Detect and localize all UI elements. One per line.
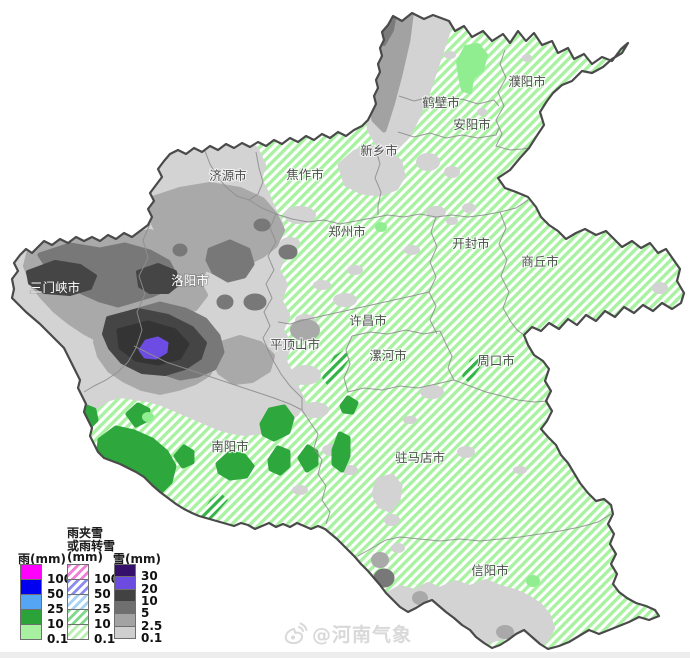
precip-fields [12,13,668,649]
snow-swatch-0.1: 0.1 [114,625,162,645]
rain-tick-label: 0.1 [47,632,69,646]
rain-patches [71,395,359,503]
city-label-xuchang: 许昌市 [349,313,387,328]
weibo-icon [284,622,308,644]
city-label-pingdingshan: 平顶山市 [270,337,320,352]
rain-swatch-100: 100 [20,564,72,586]
city-label-kaifeng: 开封市 [452,236,490,251]
snow-purple-core [138,336,169,360]
snow-tick-label: 30 [141,569,158,584]
snow-swatch-20: 20 [114,576,158,596]
city-label-jiyuan: 济源市 [209,168,247,183]
sleet-tick-label: 100 [94,572,120,586]
snow-tick-label: 20 [141,581,158,596]
city-label-jiaozuo: 焦作市 [286,167,324,182]
legend-scale-sleet: 100 50 25 10 0.1 [67,564,119,646]
city-label-zhoukou: 周口市 [477,353,515,368]
city-label-sanmenxia: 三门峡市 [30,280,80,295]
bottom-border [0,652,690,658]
rain-tick-label: 50 [47,587,64,601]
city-label-xinxiang: 新乡市 [360,143,398,158]
sleet-swatch-100: 100 [67,564,119,586]
legend-scale-snow: 30 20 10 5 2.5 0.1 [114,564,162,645]
sleet-swatch-25: 25 [67,594,111,616]
snow-swatch-2.5: 2.5 [114,613,162,633]
city-label-puyang: 濮阳市 [508,74,546,89]
sleet-heavier-patches [200,350,484,522]
sleet-swatch-0.1: 0.1 [67,624,115,646]
city-label-hebi: 鹤壁市 [422,95,460,110]
sleet-tick-label: 25 [94,602,111,616]
city-label-zhumadian: 驻马店市 [395,450,445,465]
city-label-xinyang: 信阳市 [471,563,509,578]
city-label-nanyang: 南阳市 [211,439,249,454]
city-label-luohe: 漯河市 [369,348,407,363]
rain-tick-label: 25 [47,602,64,616]
city-labels: 濮阳市 鹤壁市 安阳市 新乡市 济源市 焦作市 郑州市 开封市 商丘市 三门峡市… [29,73,560,579]
legend-title-sleet-line3: (mm) [67,550,103,564]
snow-tick-label: 10 [141,593,158,608]
province-outline [10,11,686,651]
snow-tick-label: 5 [141,606,150,621]
legend-title-sleet-line2: 或雨转雪 [67,539,116,553]
legend-title-snow: 雪(mm) [113,552,161,566]
sleet-tick-label: 0.1 [94,632,116,646]
rain-swatch-25: 25 [20,594,64,616]
city-label-anyang: 安阳市 [453,117,491,132]
rain-tick-label: 10 [47,617,64,631]
snow-field [12,13,668,649]
legend-scale-rain: 100 50 25 10 0.1 [20,564,72,646]
sleet-tick-label: 50 [94,587,111,601]
prefecture-borders [83,49,612,557]
sleet-swatch-50: 50 [67,579,111,601]
watermark-handle: @河南气象 [312,624,413,646]
sleet-tick-label: 10 [94,617,111,631]
rain-swatch-50: 50 [20,579,64,601]
rain-tick-label: 100 [47,572,73,586]
city-label-shangqiu: 商丘市 [521,254,559,269]
city-label-luoyang: 洛阳市 [171,273,209,288]
snow-swatch-5: 5 [114,600,149,620]
sleet-swatch-10: 10 [67,609,111,631]
city-label-zhengzhou: 郑州市 [328,224,366,239]
rain-swatch-10: 10 [20,609,64,631]
light-rain-patches [142,43,540,587]
snow-tick-label: 0.1 [141,630,163,645]
legend: 雨(mm) 雨夹雪 或雨转雪 (mm) 雪(mm) 100 50 25 10 0.1 1… [18,518,198,652]
snow-swatch-10: 10 [114,588,158,608]
legend-title-rain: 雨(mm) [18,552,66,566]
watermark: @河南气象 [282,620,412,647]
legend-title-sleet-line1: 雨夹雪 [67,526,104,540]
snow-swatch-30: 30 [114,564,158,583]
snow-tick-label: 2.5 [141,618,163,633]
rain-swatch-0.1: 0.1 [20,624,68,646]
